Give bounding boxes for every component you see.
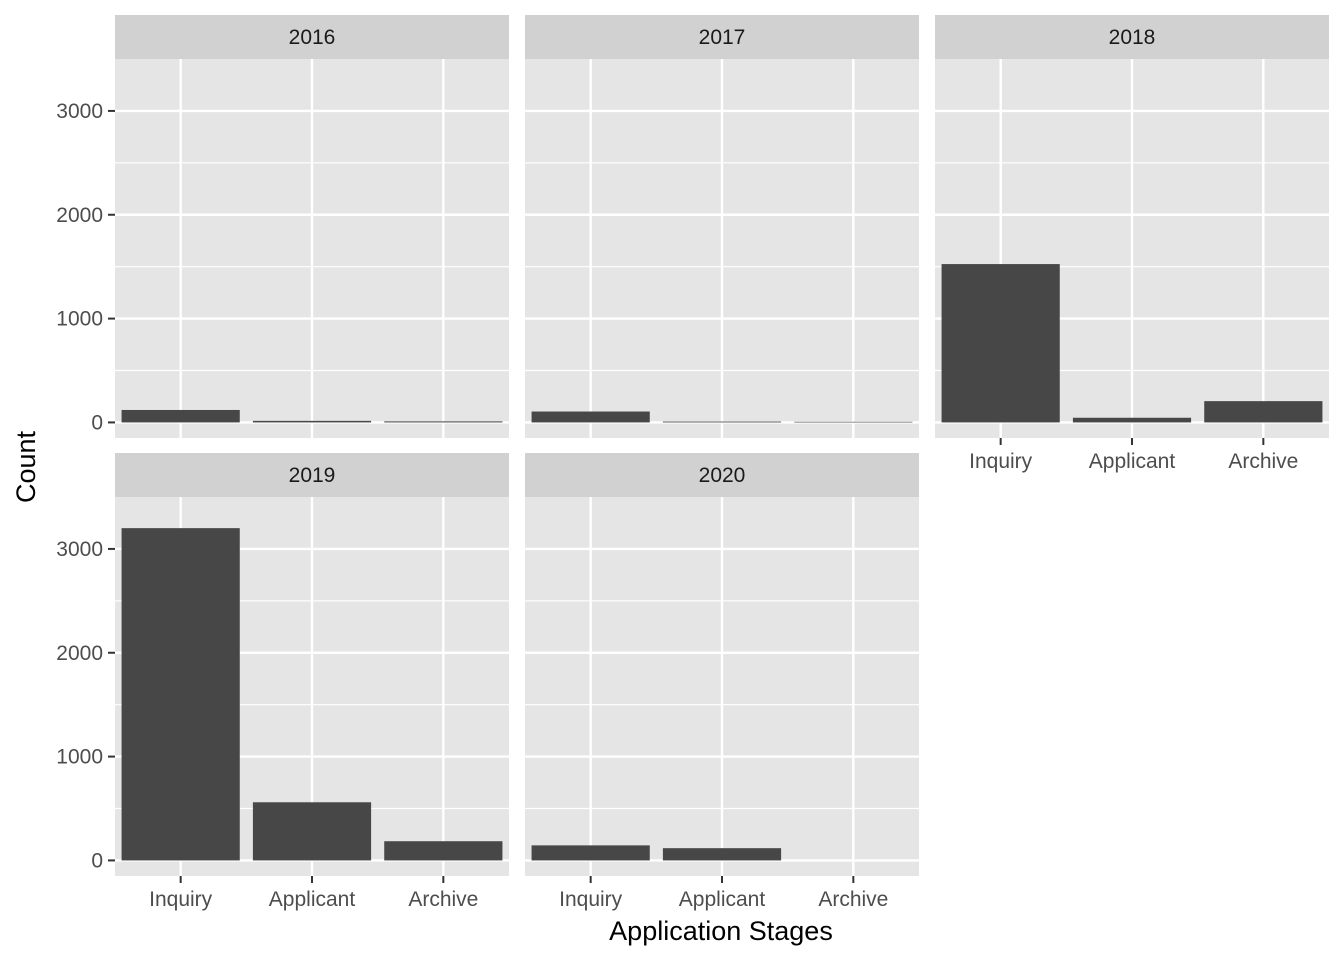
x-tick-label: Applicant <box>1089 450 1176 473</box>
y-axis-title: Count <box>11 430 41 503</box>
x-tick-label: Inquiry <box>559 888 623 911</box>
y-tick-label: 0 <box>91 849 103 872</box>
facet-strip-label: 2020 <box>699 464 746 487</box>
x-tick-label: Applicant <box>269 888 356 911</box>
y-tick-label: 3000 <box>56 100 103 123</box>
bar-applicant <box>1072 417 1192 423</box>
x-tick-label: Inquiry <box>149 888 213 911</box>
bar-inquiry <box>531 845 650 861</box>
facet-strip-label: 2018 <box>1109 26 1156 49</box>
x-tick-label: Archive <box>1228 450 1298 473</box>
facet-strip <box>115 453 509 497</box>
bar-archive <box>384 841 503 861</box>
facet-strip-label: 2016 <box>289 26 336 49</box>
facet-2019: 2019 0 1000 2000 3000 Inquiry Applicant Archive <box>56 453 509 911</box>
facet-2017: 2017 <box>525 15 919 438</box>
y-tick-label: 3000 <box>56 538 103 561</box>
bar-inquiry <box>941 264 1060 423</box>
y-tick-label: 1000 <box>56 308 103 331</box>
facet-strip-label: 2019 <box>289 464 336 487</box>
x-tick-label: Archive <box>818 888 888 911</box>
facet-strip <box>115 15 509 59</box>
bar-applicant <box>662 421 782 423</box>
y-tick-label: 2000 <box>56 642 103 665</box>
x-tick-label: Inquiry <box>969 450 1033 473</box>
facet-2018: 2018 Inquiry Applicant Archive <box>935 15 1329 473</box>
facet-strip <box>525 453 919 497</box>
x-tick-label: Archive <box>408 888 478 911</box>
bar-inquiry <box>531 411 650 423</box>
bar-archive <box>384 421 503 423</box>
x-axis-title: Application Stages <box>609 916 833 946</box>
bar-archive <box>794 421 913 423</box>
bar-archive <box>1204 401 1323 423</box>
facet-2016: 2016 0 1000 2000 3000 <box>56 15 509 438</box>
facet-strip-label: 2017 <box>699 26 746 49</box>
bar-applicant <box>252 802 372 861</box>
bar-inquiry <box>121 528 240 861</box>
x-tick-label: Applicant <box>679 888 766 911</box>
facet-strip <box>935 15 1329 59</box>
y-tick-label: 2000 <box>56 204 103 227</box>
bar-applicant <box>662 848 782 861</box>
facet-strip <box>525 15 919 59</box>
bar-inquiry <box>121 409 240 423</box>
y-tick-label: 0 <box>91 411 103 434</box>
facet-panels: 2016 0 1000 2000 3000 2017 2018 Inquiry Applican… <box>56 15 1329 911</box>
facet-2020: 2020 Inquiry Applicant Archive <box>525 453 919 911</box>
bar-applicant <box>252 420 372 423</box>
y-tick-label: 1000 <box>56 746 103 769</box>
